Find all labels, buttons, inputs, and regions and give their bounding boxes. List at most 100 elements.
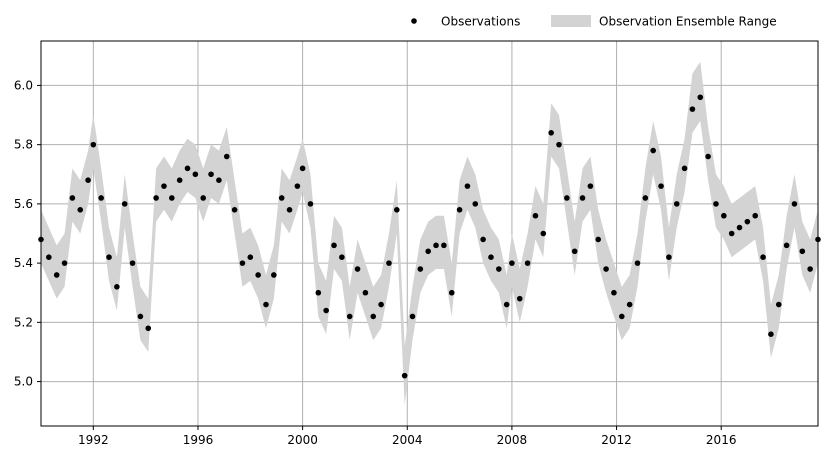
observation-point-63 [524, 260, 531, 266]
observation-point-48 [409, 313, 416, 320]
observation-point-73 [603, 266, 609, 272]
observation-point-91 [744, 218, 751, 225]
y-axis: 5.0 5.2 5.4 5.6 5.8 6.0 [14, 78, 41, 389]
observation-point-69 [571, 248, 578, 255]
observation-point-97 [791, 201, 798, 207]
observation-point-93 [760, 254, 766, 260]
observation-point-21 [200, 195, 206, 201]
observation-point-53 [448, 289, 455, 296]
observation-point-42 [362, 289, 369, 296]
observation-point-82 [673, 201, 680, 207]
plot-frame [40, 40, 819, 427]
observation-point-17 [169, 195, 175, 201]
observation-point-10 [114, 284, 120, 290]
observation-point-23 [216, 177, 222, 183]
observation-point-9 [106, 254, 112, 260]
observation-point-55 [464, 183, 471, 189]
observation-point-38 [331, 242, 337, 249]
legend: Observations Observation Ensemble Range [411, 15, 777, 29]
x-tick-label-4: 2008 [497, 433, 528, 447]
observation-point-37 [323, 307, 329, 314]
observation-point-81 [666, 254, 672, 260]
observation-point-96 [783, 242, 790, 249]
observation-point-99 [807, 266, 813, 272]
observation-point-49 [417, 266, 424, 272]
observation-point-70 [579, 195, 586, 201]
x-tick-label-1: 1996 [183, 433, 214, 447]
x-tick-label-6: 2016 [706, 433, 737, 447]
observation-point-79 [650, 147, 656, 154]
legend-ensemble-range-swatch [551, 15, 591, 27]
y-tick-label-3: 5.6 [14, 197, 33, 211]
observation-point-60 [503, 301, 510, 308]
observation-point-24 [223, 153, 230, 160]
observation-point-92 [752, 212, 759, 219]
observation-point-72 [595, 236, 602, 243]
observation-point-1 [46, 254, 52, 260]
x-tick-label-3: 2004 [392, 433, 423, 447]
observation-point-46 [394, 207, 400, 213]
observation-point-51 [433, 242, 439, 249]
observation-point-39 [339, 254, 345, 260]
ensemble-range-band [41, 61, 818, 406]
observation-point-20 [192, 171, 199, 178]
observation-point-43 [370, 313, 377, 320]
observation-point-16 [161, 183, 167, 189]
legend-observations-marker [411, 18, 417, 24]
observation-point-45 [386, 260, 392, 266]
observation-point-62 [516, 295, 523, 302]
observation-point-29 [263, 301, 269, 308]
observation-point-95 [775, 301, 782, 308]
observation-point-8 [98, 195, 104, 201]
observation-point-22 [208, 171, 214, 178]
observation-point-74 [611, 289, 617, 296]
observation-point-19 [184, 165, 191, 172]
y-tick-label-2: 5.4 [14, 256, 33, 270]
observation-point-7 [90, 141, 97, 148]
observation-point-34 [299, 165, 306, 172]
observation-point-98 [799, 248, 806, 255]
observation-point-88 [721, 212, 727, 219]
observation-point-44 [378, 301, 384, 308]
observation-point-35 [307, 201, 314, 207]
observation-point-67 [556, 141, 562, 148]
x-axis: 1992 1996 2000 2004 2008 2012 2016 [78, 426, 736, 447]
observation-point-28 [255, 272, 261, 278]
observation-point-15 [153, 195, 159, 201]
observation-point-57 [480, 236, 486, 243]
observation-point-52 [441, 242, 447, 249]
observation-point-68 [564, 195, 570, 201]
observation-point-87 [713, 201, 719, 207]
observation-point-12 [129, 260, 136, 266]
observation-point-5 [77, 207, 84, 213]
observation-point-47 [401, 372, 408, 379]
x-tick-label-5: 2012 [601, 433, 632, 447]
y-tick-label-0: 5.0 [14, 375, 33, 389]
observation-point-65 [540, 230, 547, 237]
observation-point-33 [294, 183, 301, 189]
x-tick-label-0: 1992 [78, 433, 109, 447]
observation-point-3 [61, 260, 68, 266]
observation-point-13 [137, 313, 144, 320]
observation-point-61 [509, 260, 515, 266]
observation-point-85 [697, 94, 704, 101]
observation-point-90 [736, 224, 743, 231]
observation-point-27 [247, 254, 254, 260]
observation-point-66 [548, 130, 554, 136]
legend-ensemble-range-label: Observation Ensemble Range [599, 15, 777, 29]
observation-point-50 [425, 248, 431, 255]
y-tick-label-5: 6.0 [14, 78, 33, 92]
y-tick-label-1: 5.2 [14, 315, 33, 329]
observation-point-86 [705, 153, 711, 160]
observation-point-2 [53, 272, 60, 278]
legend-observations-label: Observations [441, 15, 520, 29]
observation-point-11 [121, 201, 128, 207]
ensemble-range-area [41, 61, 818, 406]
observation-point-76 [626, 301, 633, 308]
observation-point-54 [456, 207, 463, 213]
observation-points [38, 94, 821, 379]
observation-point-30 [271, 272, 277, 278]
observation-point-26 [239, 260, 246, 266]
observation-point-71 [587, 183, 594, 189]
